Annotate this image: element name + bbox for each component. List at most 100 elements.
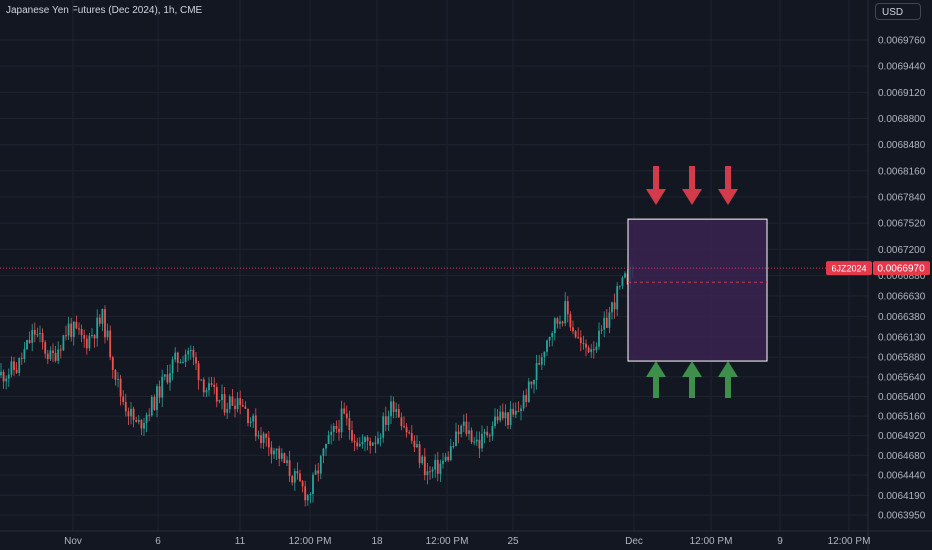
candle-body [522,395,525,409]
candle-body [353,440,356,443]
candle-body [93,335,96,339]
candle-body [135,419,138,422]
y-tick-label: 0.0064190 [878,491,926,502]
candle-body [379,437,382,439]
candle-body [231,396,234,406]
candle-body [28,340,31,343]
down-arrow-icon [646,166,666,205]
candle-body [52,350,54,354]
y-tick-label: 0.0065640 [878,372,926,383]
candle-body [546,340,548,352]
candle-body [280,453,283,459]
candle-body [101,309,104,324]
candle-body [288,460,291,477]
y-tick-label: 0.0064920 [878,431,926,442]
candle-body [514,410,517,415]
y-tick-label: 0.0069760 [878,36,926,47]
candle-body [426,471,429,476]
candle-body [332,426,335,432]
candle-body [556,318,559,324]
candle-body [301,481,304,487]
candle-body [499,411,502,421]
candle-body [470,430,473,443]
candle-body [10,361,13,375]
candle-body [413,440,416,448]
candle-body [215,387,218,402]
candle-body [397,409,400,418]
y-tick-label: 0.0066380 [878,312,926,323]
price-axis[interactable]: 0.0069760 0.0069440 0.0069120 0.0068800 0.00… [878,36,926,522]
candle-body [171,359,174,374]
candle-body [143,422,145,429]
candle-body [119,378,122,397]
candle-body [418,444,421,464]
y-tick-label: 0.0066130 [878,332,926,343]
candle-body [312,474,314,495]
candle-body [478,439,481,449]
candle-body [293,471,296,483]
candle-body [592,349,595,351]
candle-body [494,416,496,427]
currency-button[interactable]: USD [875,3,921,20]
candle-body [260,435,262,444]
up-arrow-icon [646,361,666,398]
candle-body [561,321,564,324]
candle-body [624,273,626,278]
candle-body [39,333,41,335]
y-tick-label: 0.0067840 [878,192,926,203]
candle-body [423,456,426,476]
candle-body [319,455,322,474]
candle-body [54,353,57,361]
candle-body [356,442,359,447]
candle-body [382,416,385,438]
candle-body [449,446,452,461]
candle-body [46,353,49,360]
candle-body [189,349,192,351]
candle-body [325,443,327,449]
candle-body [569,314,572,328]
annotations [0,166,868,398]
candle-body [618,285,621,287]
candle-body [392,401,395,412]
y-tick-label: 0.0068160 [878,166,926,177]
candle-body [78,328,80,330]
candle-body [371,442,374,446]
candle-body [234,405,236,410]
candle-body [270,447,273,455]
candle-body [369,441,372,446]
candle-body [213,384,216,388]
y-tick-label: 0.0063950 [878,511,926,522]
candle-body [468,430,470,434]
candle-body [5,378,8,382]
candle-body [70,323,73,338]
y-tick-label: 0.0066630 [878,291,926,302]
candle-body [148,414,151,416]
candle-body [275,448,278,451]
x-tick-label: 12:00 PM [690,536,733,547]
candle-body [530,381,533,385]
time-axis[interactable]: Nov 6 11 12:00 PM 18 12:00 PM 25 Dec 12:00 PM 9 12… [64,536,870,547]
candle-body [49,350,52,360]
up-arrow-icon [682,361,702,398]
candle-body [491,426,494,437]
x-tick-label: Dec [625,536,643,547]
y-tick-label: 0.0065880 [878,353,926,364]
candle-body [564,301,567,324]
candle-body [421,456,424,464]
candle-body [299,473,301,482]
candle-body [400,417,403,427]
candle-body [130,408,132,417]
candle-body [483,431,486,434]
price-tag-bg [873,261,930,276]
x-tick-label: 11 [235,536,246,547]
candle-body [192,349,195,358]
candle-body [169,373,171,383]
up-arrow-icon [718,361,738,398]
candle-body [122,396,125,403]
y-tick-label: 0.0069440 [878,62,926,73]
candle-body [608,312,611,328]
candle-body [57,349,60,361]
candle-body [587,347,590,353]
candle-body [111,357,114,370]
